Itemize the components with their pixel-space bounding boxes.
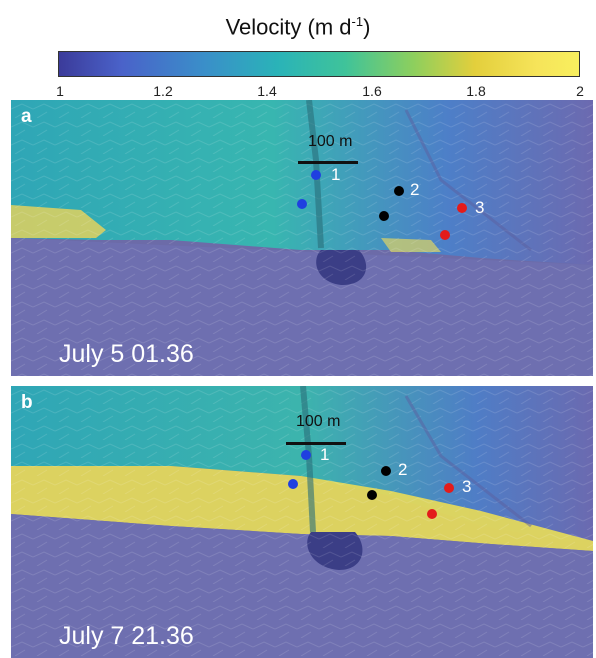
point-marker — [440, 230, 450, 240]
point-marker — [381, 466, 391, 476]
point-label: 1 — [331, 165, 341, 184]
colorbar-tick: 1.6 — [362, 83, 382, 99]
point-marker — [427, 509, 437, 519]
colorbar-tick: 2 — [576, 83, 584, 99]
point-marker — [379, 211, 389, 221]
point-marker — [297, 199, 307, 209]
panel-b-image — [11, 386, 593, 658]
point-marker — [311, 170, 321, 180]
panel-letter: b — [21, 392, 33, 413]
point-label: 3 — [462, 477, 472, 496]
point-label: 1 — [320, 445, 330, 464]
point-marker — [367, 490, 377, 500]
point-marker — [444, 483, 454, 493]
panel-a-velocity-map: a 100 m 1 2 3 July 5 01.36 — [11, 100, 593, 376]
colorbar-tick: 1.2 — [153, 83, 173, 99]
point-marker — [394, 186, 404, 196]
panel-date: July 5 01.36 — [59, 340, 194, 368]
point-label: 3 — [475, 198, 485, 217]
point-label: 2 — [410, 180, 420, 199]
point-marker — [457, 203, 467, 213]
scale-bar — [298, 161, 358, 164]
scale-label: 100 m — [308, 133, 353, 150]
point-marker — [301, 450, 311, 460]
colorbar-tick: 1 — [56, 83, 64, 99]
colorbar-title: Velocity (m d-1) — [225, 14, 371, 40]
scale-bar — [286, 442, 346, 445]
point-marker — [288, 479, 298, 489]
scale-label: 100 m — [296, 413, 341, 430]
panel-letter: a — [21, 106, 32, 127]
panel-a-image — [11, 100, 593, 376]
colorbar-tick: 1.4 — [257, 83, 277, 99]
panel-b-velocity-map: b 100 m 1 2 3 July 7 21.36 — [11, 386, 593, 658]
colorbar-tick: 1.8 — [466, 83, 486, 99]
velocity-colorbar — [58, 51, 580, 77]
panel-date: July 7 21.36 — [59, 622, 194, 650]
point-label: 2 — [398, 460, 408, 479]
